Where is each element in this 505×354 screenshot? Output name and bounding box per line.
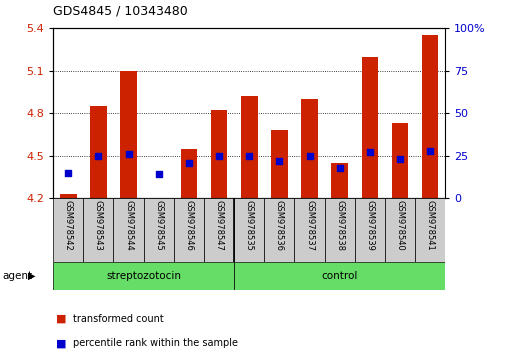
Bar (294, 198, 324, 262)
Point (275, 158, 283, 164)
Bar (324, 198, 354, 262)
Text: GDS4845 / 10343480: GDS4845 / 10343480 (53, 5, 187, 18)
Text: GSM978541: GSM978541 (425, 200, 434, 251)
Bar (234, 262, 444, 290)
Bar (120, 71, 136, 198)
Bar (300, 99, 317, 198)
Point (184, 160, 192, 165)
Bar (384, 198, 414, 262)
Text: transformed count: transformed count (73, 314, 164, 324)
Bar (53, 262, 234, 290)
Point (94, 153, 102, 159)
Text: GSM978538: GSM978538 (334, 200, 343, 251)
Point (245, 153, 253, 159)
Text: GSM978544: GSM978544 (124, 200, 133, 251)
Bar (421, 35, 438, 198)
Text: ■: ■ (56, 314, 66, 324)
Text: agent: agent (3, 271, 33, 281)
Text: GSM978535: GSM978535 (244, 200, 253, 251)
Point (155, 172, 163, 177)
Text: GSM978546: GSM978546 (184, 200, 193, 251)
Text: ■: ■ (56, 338, 66, 348)
Point (395, 156, 403, 162)
Point (215, 153, 223, 159)
Point (305, 153, 313, 159)
Text: GSM978540: GSM978540 (395, 200, 403, 251)
Bar (271, 130, 287, 198)
Text: GSM978547: GSM978547 (214, 200, 223, 251)
Bar (240, 96, 257, 198)
Text: GSM978542: GSM978542 (64, 200, 73, 251)
Point (124, 151, 132, 157)
Bar (143, 198, 173, 262)
Text: GSM978539: GSM978539 (365, 200, 374, 251)
Point (335, 165, 343, 171)
Bar (414, 198, 444, 262)
Text: GSM978537: GSM978537 (305, 200, 314, 251)
Bar (361, 57, 377, 198)
Text: percentile rank within the sample: percentile rank within the sample (73, 338, 238, 348)
Bar (234, 198, 264, 262)
Text: GSM978543: GSM978543 (94, 200, 103, 251)
Bar (264, 198, 294, 262)
Text: ▶: ▶ (28, 271, 35, 281)
Text: GSM978536: GSM978536 (274, 200, 283, 251)
Bar (331, 163, 347, 198)
Bar (53, 198, 83, 262)
Bar (354, 198, 384, 262)
Text: streptozotocin: streptozotocin (106, 271, 181, 281)
Text: GSM978545: GSM978545 (154, 200, 163, 251)
Point (64, 170, 72, 176)
Point (425, 148, 433, 154)
Bar (204, 198, 234, 262)
Text: control: control (321, 271, 357, 281)
Bar (113, 198, 143, 262)
Bar (60, 194, 76, 198)
Bar (391, 123, 408, 198)
Bar (210, 110, 227, 198)
Bar (83, 198, 113, 262)
Bar (180, 149, 197, 198)
Bar (90, 106, 107, 198)
Point (365, 149, 373, 155)
Bar (173, 198, 204, 262)
